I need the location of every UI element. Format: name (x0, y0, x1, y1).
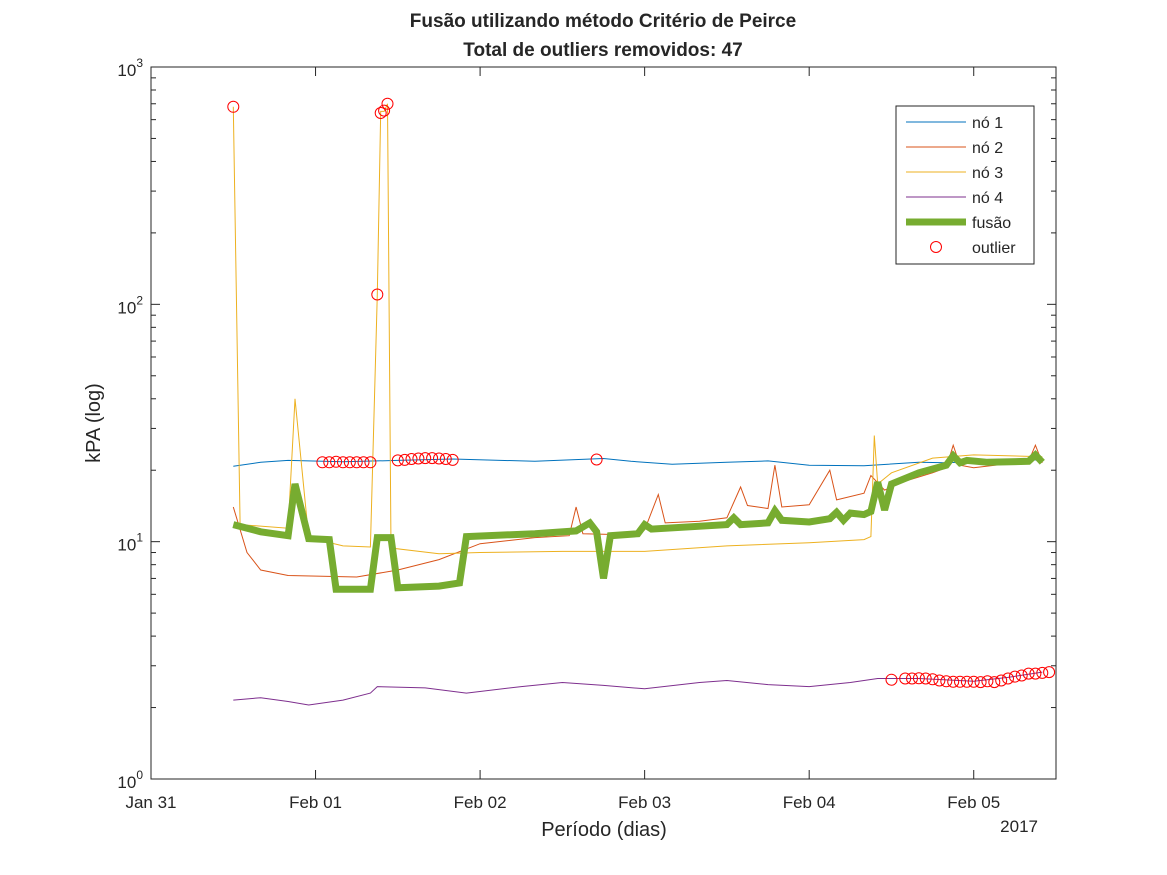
outlier-marker (405, 453, 418, 465)
outlier-marker (1022, 667, 1035, 680)
series-layer (232, 103, 1045, 706)
outlier-marker (1002, 672, 1014, 685)
y-tick-label: 102 (117, 293, 143, 317)
outlier-marker (391, 454, 404, 467)
outlier-marker (960, 675, 973, 688)
chart-subtitle: Total de outliers removidos: 47 (463, 40, 742, 61)
outlier-marker (433, 452, 445, 465)
chart-title: Fusão utilizando método Critério de Peir… (410, 11, 796, 32)
outlier-marker (988, 676, 1001, 689)
legend-label-no-3: nó 3 (972, 165, 1003, 182)
outlier-marker (885, 673, 898, 686)
x-tick-label: Feb 01 (289, 793, 342, 812)
outlier-layer (227, 97, 1056, 689)
y-tick-label: 103 (117, 56, 143, 80)
outlier-marker (426, 452, 439, 465)
legend: nó 1 nó 2 nó 3 nó 4 fusão outlier (895, 105, 1035, 265)
outlier-marker (323, 456, 336, 469)
outlier-marker (337, 456, 349, 469)
legend-label-no-1: nó 1 (972, 115, 1003, 132)
outlier-marker (1043, 666, 1056, 679)
outlier-marker (906, 672, 918, 685)
outlier-marker (590, 453, 603, 466)
series-line-no-1 (233, 457, 1043, 467)
outlier-marker (357, 456, 370, 469)
series-line-fusao (232, 449, 1045, 593)
outlier-marker (954, 675, 966, 688)
outlier-marker (343, 456, 356, 469)
outlier-marker (439, 453, 452, 465)
outlier-marker (974, 676, 987, 689)
outlier-marker (1008, 670, 1021, 683)
y-axis-label: kPA (log) (83, 383, 105, 463)
y-tick-label: 101 (117, 531, 143, 555)
outlier-marker (371, 288, 384, 301)
outlier-marker (899, 672, 912, 685)
legend-box (895, 105, 1035, 265)
legend-label-no-4: nó 4 (972, 190, 1003, 207)
series-line-no-4 (233, 671, 1043, 706)
legend-label-outlier: outlier (972, 240, 1016, 257)
outlier-marker (378, 104, 391, 117)
outlier-marker (446, 453, 459, 466)
outlier-marker (933, 674, 946, 687)
outlier-marker (350, 456, 363, 469)
outlier-marker (995, 674, 1008, 687)
outlier-marker (1036, 666, 1049, 679)
legend-label-fusao: fusão (972, 215, 1011, 232)
outlier-marker (926, 673, 939, 686)
tick-layer: Jan 31 Feb 01 Feb 02 Feb 03 Feb 04 Feb 05 100 1… (117, 56, 1056, 812)
plot-frame (150, 66, 1057, 780)
outlier-marker (381, 97, 394, 110)
outlier-marker (374, 107, 387, 119)
outlier-marker (227, 100, 240, 113)
y-tick-label: 100 (117, 768, 143, 792)
outlier-marker (330, 455, 343, 468)
x-tick-label: Feb 02 (454, 793, 507, 812)
x-axis-label: Período (dias) (541, 819, 667, 841)
x-tick-label: Feb 05 (947, 793, 1000, 812)
outlier-marker (398, 453, 411, 466)
outlier-marker (316, 456, 329, 469)
outlier-marker (981, 675, 994, 688)
outlier-marker (947, 675, 960, 688)
x-tick-label: Feb 03 (618, 793, 671, 812)
outlier-marker (419, 452, 432, 465)
legend-marker-outlier (930, 241, 942, 253)
outlier-marker (967, 675, 980, 688)
outlier-marker (1029, 667, 1042, 680)
outlier-marker (412, 452, 425, 465)
x-tick-label: Jan 31 (125, 793, 176, 812)
outlier-marker (912, 672, 925, 685)
x-tick-label: Feb 04 (783, 793, 836, 812)
x-year-label: 2017 (1000, 817, 1038, 836)
outlier-marker (364, 456, 377, 469)
outlier-marker (940, 675, 953, 688)
legend-label-no-2: nó 2 (972, 140, 1003, 157)
outlier-marker (1015, 669, 1028, 682)
outlier-marker (919, 672, 932, 685)
